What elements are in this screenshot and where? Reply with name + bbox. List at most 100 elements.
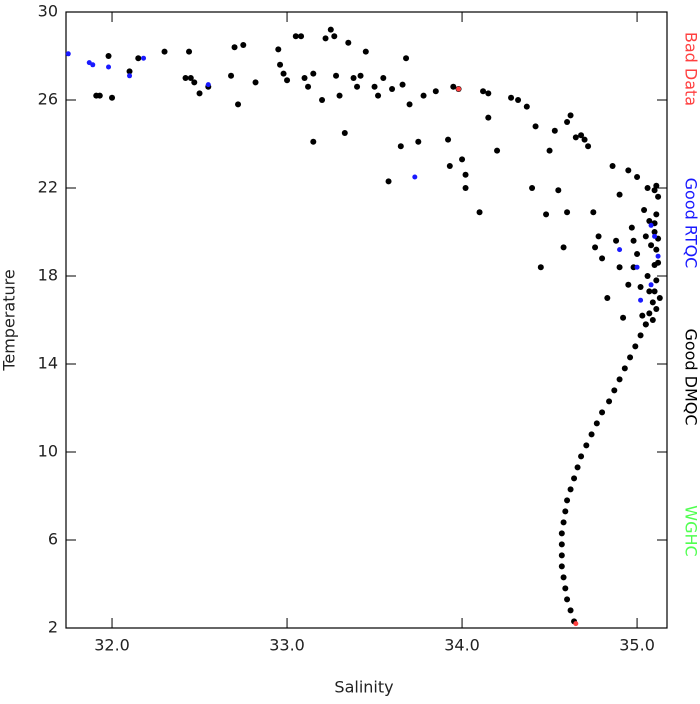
data-point bbox=[631, 238, 637, 244]
x-axis-label: Salinity bbox=[334, 678, 393, 697]
data-point bbox=[456, 87, 461, 92]
data-point bbox=[653, 211, 659, 217]
data-point bbox=[645, 185, 651, 191]
y-tick-label: 2 bbox=[48, 618, 58, 637]
data-point bbox=[415, 139, 421, 145]
data-point bbox=[398, 143, 404, 149]
data-point bbox=[559, 530, 565, 536]
data-point bbox=[564, 497, 570, 503]
data-point bbox=[568, 486, 574, 492]
data-point bbox=[389, 86, 395, 92]
data-point bbox=[529, 185, 535, 191]
data-point bbox=[625, 282, 631, 288]
data-point bbox=[305, 84, 311, 90]
data-point bbox=[568, 112, 574, 118]
y-axis-label: Temperature bbox=[0, 269, 19, 371]
legend-label: Bad Data bbox=[682, 32, 700, 106]
data-point bbox=[485, 90, 491, 96]
data-point bbox=[625, 167, 631, 173]
y-tick-label: 26 bbox=[38, 90, 58, 109]
data-point bbox=[277, 62, 283, 68]
data-point bbox=[183, 75, 189, 81]
data-point bbox=[573, 134, 579, 140]
data-point bbox=[578, 453, 584, 459]
data-point bbox=[400, 82, 406, 88]
data-point bbox=[232, 44, 238, 50]
data-point bbox=[561, 519, 567, 525]
data-point bbox=[635, 265, 640, 270]
data-point bbox=[93, 93, 99, 99]
data-point bbox=[463, 172, 469, 178]
data-point bbox=[649, 282, 654, 287]
data-point bbox=[645, 273, 651, 279]
x-tick-label: 33.0 bbox=[269, 636, 305, 655]
data-point bbox=[191, 79, 197, 85]
data-point bbox=[564, 119, 570, 125]
data-point bbox=[650, 299, 656, 305]
data-point bbox=[622, 365, 628, 371]
data-point bbox=[606, 398, 612, 404]
data-point bbox=[354, 84, 360, 90]
data-point bbox=[582, 137, 588, 143]
x-tick-label: 34.0 bbox=[444, 636, 480, 655]
data-point bbox=[617, 376, 623, 382]
data-point bbox=[197, 90, 203, 96]
data-point bbox=[485, 115, 491, 121]
y-tick-label: 22 bbox=[38, 178, 58, 197]
data-point bbox=[552, 128, 558, 134]
data-point bbox=[652, 288, 658, 294]
data-point bbox=[450, 84, 456, 90]
data-point bbox=[653, 247, 659, 253]
data-point bbox=[90, 62, 95, 67]
data-point bbox=[627, 354, 633, 360]
data-point bbox=[206, 82, 211, 87]
data-point bbox=[447, 163, 453, 169]
data-point bbox=[186, 49, 192, 55]
data-point bbox=[559, 563, 565, 569]
data-point bbox=[604, 295, 610, 301]
legend-label: Good DMQC bbox=[682, 328, 700, 425]
data-point bbox=[380, 75, 386, 81]
data-point bbox=[638, 332, 644, 338]
data-point bbox=[594, 420, 600, 426]
plot-frame bbox=[66, 12, 667, 628]
y-tick-label: 30 bbox=[38, 2, 58, 21]
data-point bbox=[319, 97, 325, 103]
data-point bbox=[386, 178, 392, 184]
data-point bbox=[477, 209, 483, 215]
data-point bbox=[596, 233, 602, 239]
legend-label: Good RTQC bbox=[682, 178, 700, 269]
data-point bbox=[571, 475, 577, 481]
data-point bbox=[480, 88, 486, 94]
data-point bbox=[561, 574, 567, 580]
data-point bbox=[284, 77, 290, 83]
data-point bbox=[240, 42, 246, 48]
data-point bbox=[617, 247, 622, 252]
data-point bbox=[533, 123, 539, 129]
data-point bbox=[494, 148, 500, 154]
data-point bbox=[652, 234, 657, 239]
data-point bbox=[337, 93, 343, 99]
data-point bbox=[638, 298, 643, 303]
data-point bbox=[127, 73, 132, 78]
data-point bbox=[561, 244, 567, 250]
data-point bbox=[331, 33, 337, 39]
data-point bbox=[345, 40, 351, 46]
data-point bbox=[634, 251, 640, 257]
data-point bbox=[66, 51, 71, 56]
data-point bbox=[298, 33, 304, 39]
data-point bbox=[310, 139, 316, 145]
data-point bbox=[363, 49, 369, 55]
data-point bbox=[106, 65, 111, 70]
data-point bbox=[162, 49, 168, 55]
data-point bbox=[375, 93, 381, 99]
data-point bbox=[646, 288, 652, 294]
data-point bbox=[599, 255, 605, 261]
data-point bbox=[302, 75, 308, 81]
data-point bbox=[328, 27, 334, 33]
data-point bbox=[106, 53, 112, 59]
data-point bbox=[653, 277, 659, 283]
data-point bbox=[141, 56, 146, 61]
data-point bbox=[568, 607, 574, 613]
